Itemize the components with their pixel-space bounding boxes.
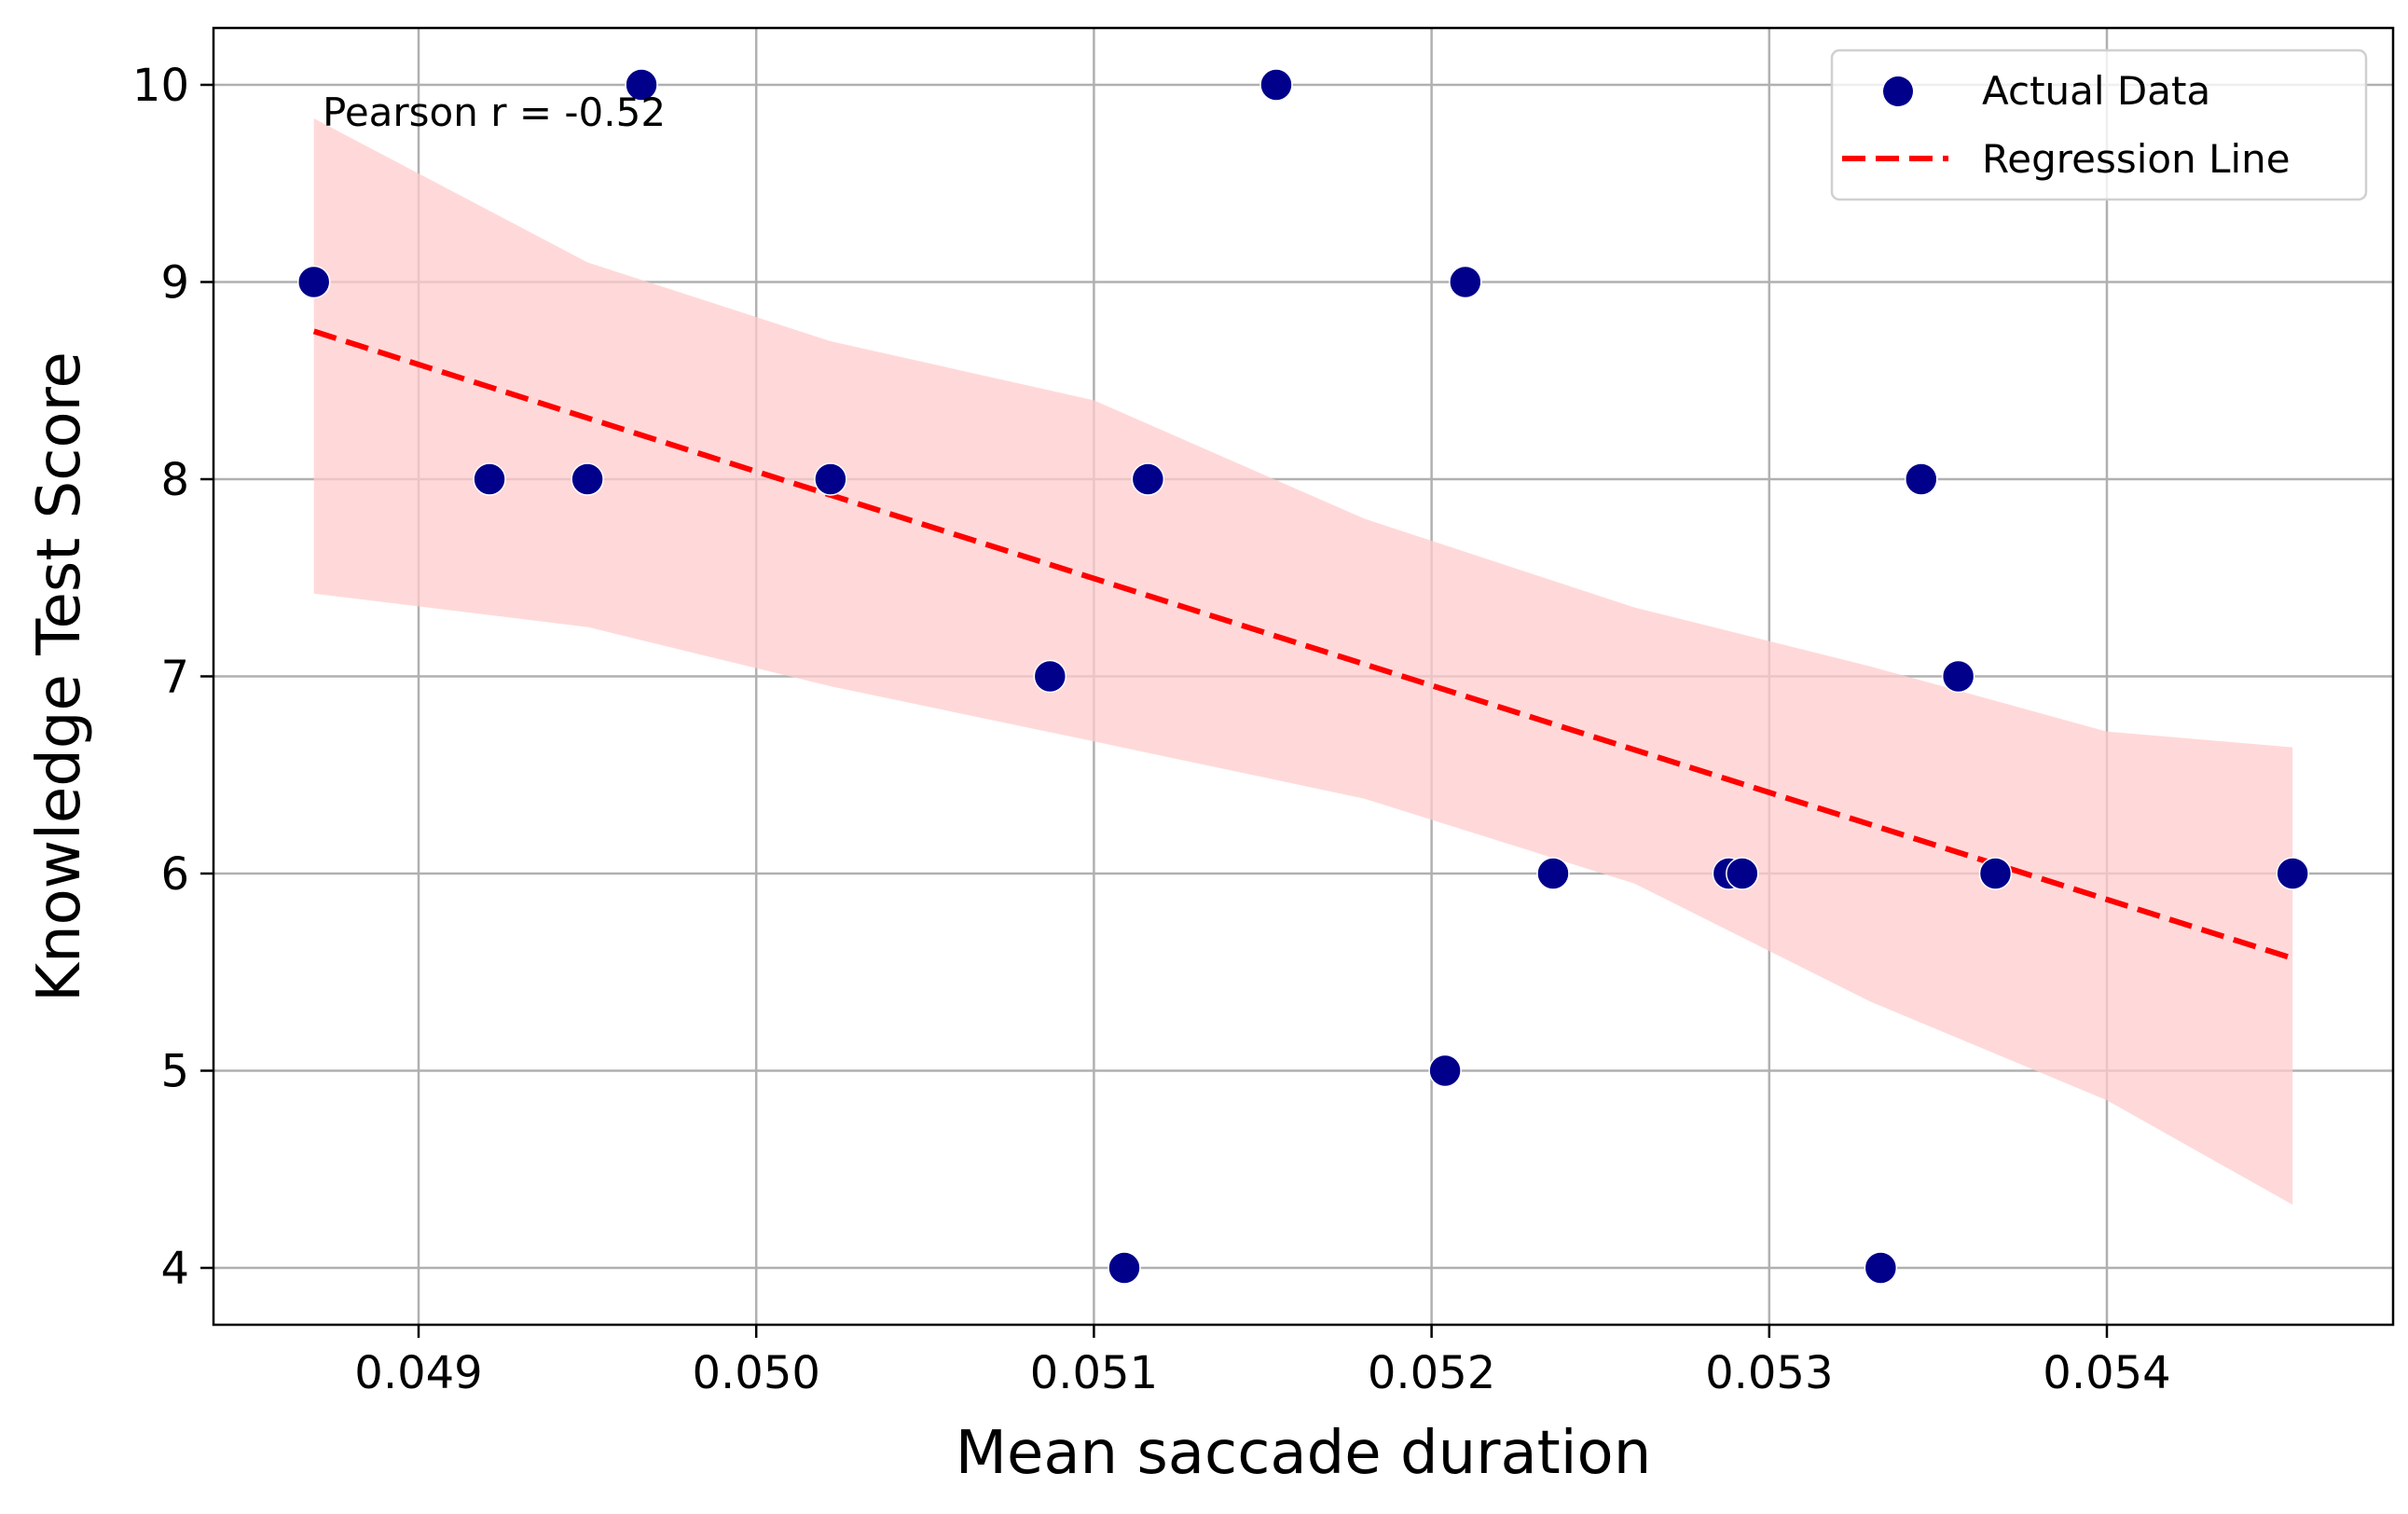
data-point	[1941, 659, 1975, 694]
data-point	[296, 265, 331, 299]
y-tick-label: 9	[160, 257, 189, 310]
x-tick-label: 0.054	[2043, 1347, 2170, 1399]
data-point	[1864, 1251, 1898, 1285]
data-point	[1536, 857, 1570, 890]
y-tick-label: 8	[160, 454, 189, 506]
y-axis-label: Knowledge Test Score	[25, 351, 94, 1002]
y-tick-label: 5	[160, 1046, 189, 1098]
y-axis-ticks: 4 5 6 7 8 9 10	[132, 60, 213, 1295]
x-tick-label: 0.051	[1030, 1347, 1158, 1399]
regression-line	[312, 328, 2294, 961]
data-point	[1449, 265, 1482, 299]
legend-label-actual-data: Actual Data	[1982, 68, 2210, 114]
data-points	[296, 68, 2309, 1285]
y-tick-label: 7	[160, 652, 189, 704]
data-point	[1259, 68, 1293, 102]
data-point	[2276, 857, 2309, 890]
x-tick-label: 0.050	[692, 1347, 819, 1399]
data-point	[1905, 462, 1938, 496]
x-axis-label: Mean saccade duration	[956, 1419, 1652, 1488]
x-tick-label: 0.049	[354, 1347, 482, 1399]
data-point	[1726, 857, 1759, 890]
legend: Actual Data Regression Line	[1830, 48, 2368, 201]
pearson-annotation: Pearson r = -0.52	[323, 89, 666, 135]
legend-box	[1830, 48, 2368, 201]
legend-marker-actual-data	[1883, 76, 1913, 106]
data-point	[1108, 1251, 1141, 1285]
data-point	[814, 462, 847, 496]
data-point	[1033, 659, 1067, 694]
confidence-band	[313, 118, 2293, 1205]
data-point	[1978, 857, 2013, 890]
x-tick-label: 0.053	[1705, 1347, 1833, 1399]
y-tick-label: 4	[160, 1243, 189, 1295]
y-tick-label: 10	[132, 60, 189, 112]
data-point	[625, 68, 658, 102]
data-point	[571, 462, 604, 496]
legend-label-regression-line: Regression Line	[1982, 136, 2291, 182]
data-point	[473, 462, 506, 496]
data-point	[1131, 462, 1165, 496]
x-tick-label: 0.052	[1368, 1347, 1495, 1399]
x-axis-ticks: 0.049 0.050 0.051 0.052 0.053 0.054	[354, 1325, 2171, 1399]
data-point	[1428, 1053, 1462, 1088]
y-tick-label: 6	[160, 848, 189, 901]
